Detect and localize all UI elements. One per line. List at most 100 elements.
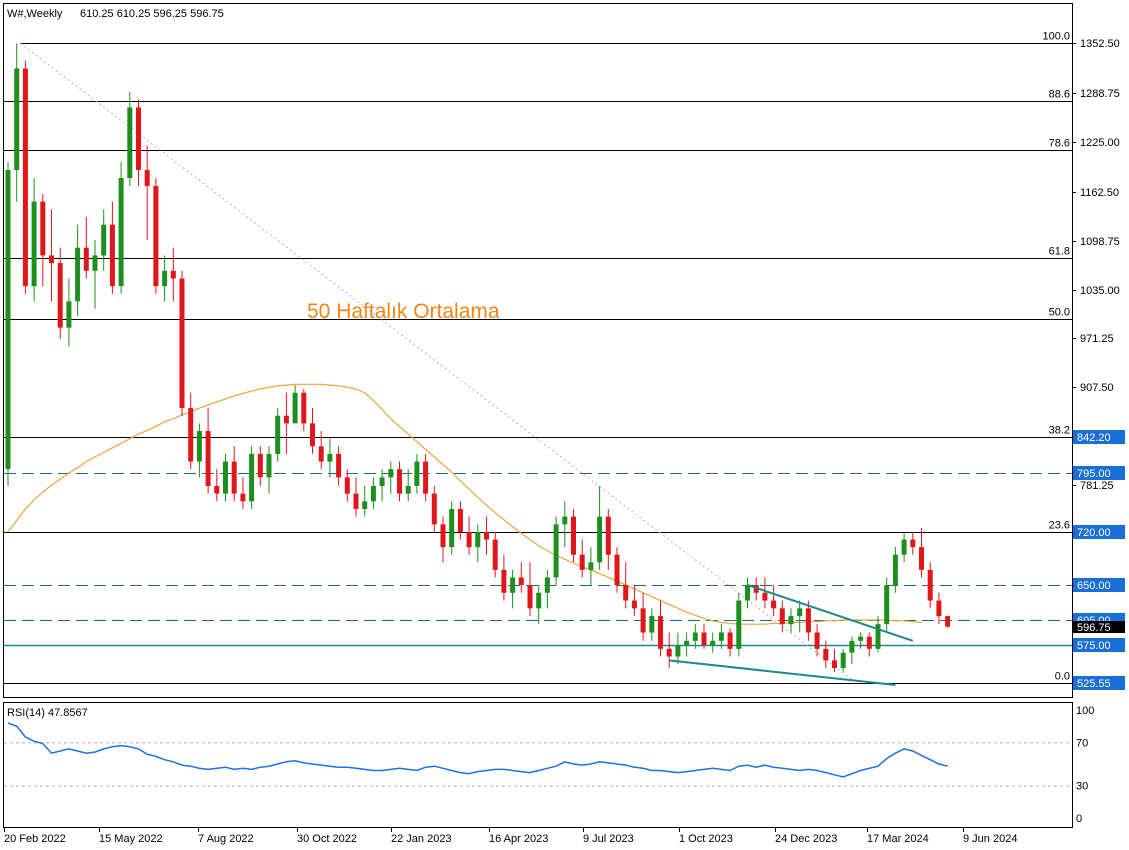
candle-body — [875, 624, 881, 649]
candle-body — [492, 539, 498, 570]
candle-body — [901, 539, 907, 555]
candle-body — [466, 532, 472, 548]
y-tick-label: 971.25 — [1080, 333, 1114, 345]
y-tick-label: 1035.00 — [1080, 285, 1120, 297]
candle-body — [257, 453, 263, 478]
candle-body — [605, 516, 611, 555]
candle-body — [344, 477, 350, 494]
candle-body — [736, 600, 742, 649]
candle-body — [779, 608, 785, 625]
candle-body — [718, 632, 724, 641]
candle-body — [797, 608, 803, 617]
candle-body — [440, 524, 446, 548]
candle-body — [527, 585, 533, 609]
y-tick-label: 1098.75 — [1080, 236, 1120, 248]
rsi-tick-label: 70 — [1076, 737, 1088, 749]
candle-body — [66, 301, 72, 328]
candle-body — [5, 170, 11, 470]
x-tick-label: 7 Aug 2022 — [198, 833, 254, 845]
candle-body — [231, 461, 237, 494]
candle-body — [710, 640, 716, 645]
x-tick-label: 16 Apr 2023 — [489, 833, 548, 845]
trendline-top — [747, 584, 914, 642]
candle-body — [892, 554, 898, 585]
candle-body — [249, 453, 255, 502]
candle-body — [414, 461, 420, 486]
x-tick-label: 9 Jul 2023 — [583, 833, 634, 845]
candle-body — [510, 577, 516, 593]
x-tick-label: 9 Jun 2024 — [963, 833, 1017, 845]
candle-body — [188, 408, 194, 462]
price-label-bg — [1073, 525, 1125, 539]
candle-body — [936, 600, 942, 617]
candle-body — [310, 423, 315, 447]
candle-body — [405, 485, 411, 494]
candle-body — [136, 107, 141, 170]
candle-body — [910, 539, 916, 548]
candle-body — [745, 585, 750, 601]
candle-body — [832, 660, 837, 669]
candle-body — [109, 224, 115, 287]
candle-body — [423, 461, 429, 494]
price-label: 720.00 — [1077, 527, 1111, 539]
price-label: 525.55 — [1077, 678, 1111, 690]
candle-body — [301, 392, 307, 424]
candle-body — [631, 600, 637, 609]
candle-body — [858, 636, 864, 641]
candle-body — [692, 632, 698, 641]
fib-label: 61.8 — [1049, 246, 1070, 258]
candle-body — [388, 469, 394, 478]
candle-body — [179, 278, 185, 409]
axes-layer: 842.20795.00720.00650.00605.00575.00525.… — [4, 38, 1125, 845]
price-label: 575.00 — [1077, 640, 1111, 652]
candle-body — [101, 224, 107, 256]
candle-body — [75, 247, 81, 302]
y-tick-label: 1288.75 — [1080, 88, 1120, 100]
x-tick-label: 22 Jan 2023 — [391, 833, 452, 845]
candle-body — [144, 170, 150, 186]
trendlines-layer — [669, 584, 914, 686]
rsi-line — [7, 722, 948, 778]
y-tick-label: 1162.50 — [1080, 187, 1119, 199]
fib-label: 0.0 — [1055, 671, 1070, 683]
rsi-tick-label: 100 — [1076, 705, 1094, 717]
candle-body — [727, 632, 733, 649]
fib-label: 50.0 — [1049, 307, 1070, 319]
candle-body — [57, 263, 63, 328]
candle-body — [788, 616, 794, 625]
candle-body — [223, 461, 228, 494]
chart-symbol: W#,Weekly — [7, 8, 63, 20]
current-price-bg — [1073, 621, 1125, 633]
trendline-bottom — [669, 659, 896, 686]
candle-body — [170, 270, 176, 279]
candle-body — [362, 501, 368, 509]
fib-label: 88.6 — [1049, 89, 1070, 101]
candle-body — [579, 554, 585, 570]
fib-label: 78.6 — [1049, 138, 1070, 150]
candle-body — [562, 516, 568, 525]
x-tick-label: 24 Dec 2023 — [775, 833, 837, 845]
candle-body — [475, 532, 481, 548]
candle-body — [31, 201, 37, 287]
candle-body — [919, 547, 924, 570]
candle-body — [240, 493, 246, 502]
rsi-pane-frame — [3, 702, 1073, 828]
candle-body — [266, 453, 272, 478]
candle-body — [675, 645, 681, 657]
candle-body — [536, 592, 542, 609]
candle-body — [614, 554, 620, 585]
candles-layer — [5, 43, 951, 672]
price-label-bg — [1073, 638, 1125, 652]
candle-body — [292, 392, 298, 424]
candle-body — [484, 532, 489, 540]
candle-body — [649, 616, 655, 633]
y-tick-label: 907.50 — [1080, 382, 1114, 394]
candle-body — [327, 453, 333, 462]
ma-line — [7, 383, 922, 625]
fib-label: 100.0 — [1042, 31, 1070, 43]
candle-body — [623, 585, 629, 601]
main-pane-frame — [3, 3, 1073, 698]
price-label: 842.20 — [1077, 432, 1111, 444]
moving-average-layer — [7, 383, 922, 625]
